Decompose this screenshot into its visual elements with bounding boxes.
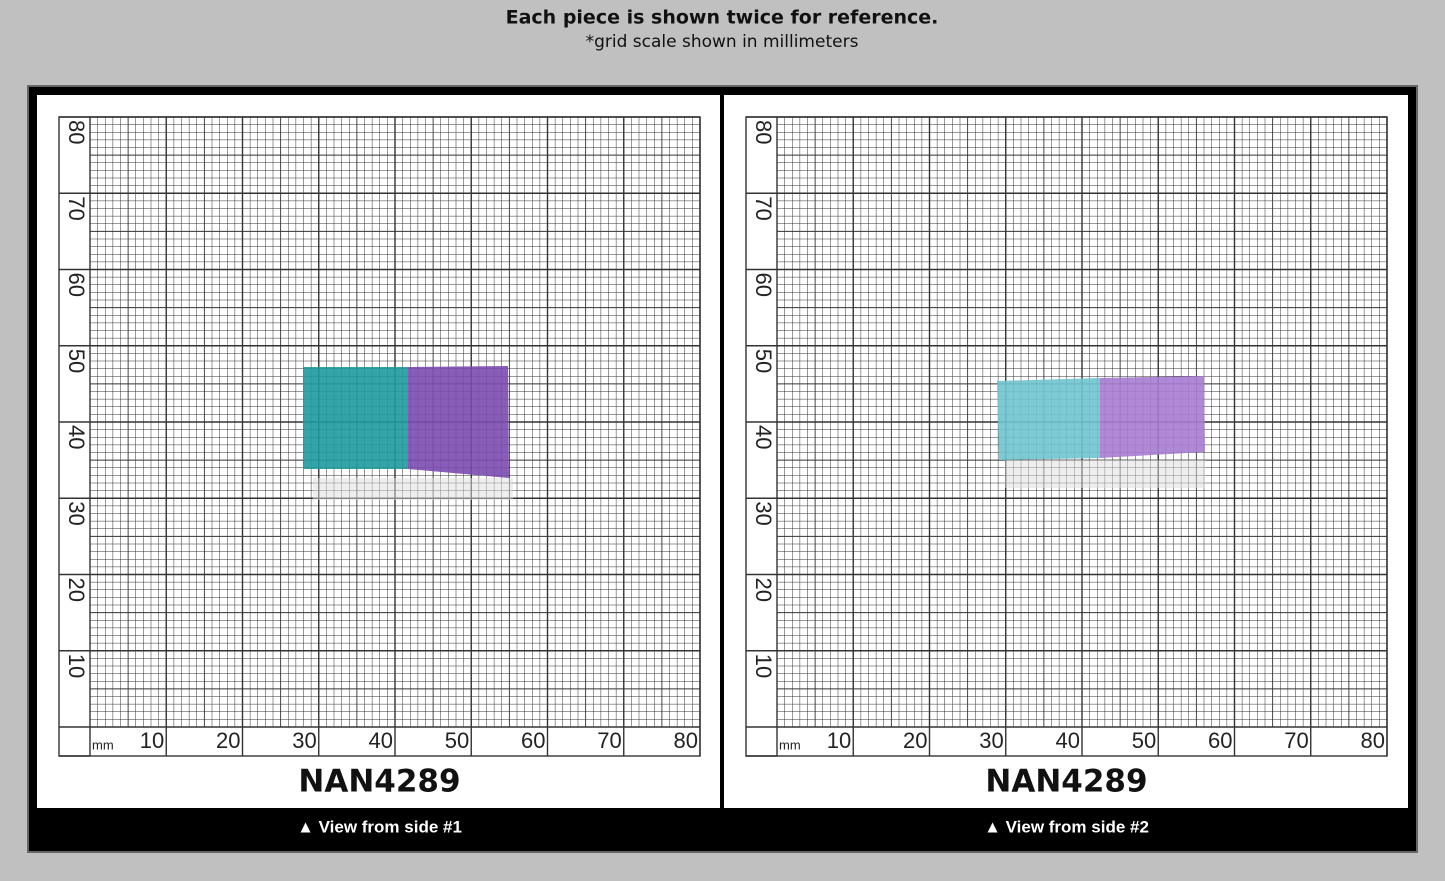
grid-border [745, 116, 1388, 757]
unit-label: mm [779, 737, 801, 752]
x-scale-label: 30 [292, 728, 316, 753]
piece-photo [303, 366, 513, 500]
piece-purple [1100, 376, 1205, 458]
title: Each piece is shown twice for reference. [506, 7, 939, 29]
x-scale-label: 10 [827, 728, 851, 753]
x-scale-label: 50 [1132, 728, 1156, 753]
y-scale-label: 30 [751, 501, 776, 525]
x-scale-label: 20 [903, 728, 927, 753]
y-scale-label: 50 [751, 349, 776, 373]
unit-label: mm [92, 737, 114, 752]
x-scale-label: 30 [979, 728, 1003, 753]
x-scale-label: 80 [1361, 728, 1385, 753]
y-scale-label: 20 [751, 578, 776, 602]
y-scale-label: 70 [751, 196, 776, 220]
y-scale-label: 10 [751, 654, 776, 678]
piece-label: NAN4289 [298, 764, 460, 800]
y-scale-label: 40 [751, 425, 776, 449]
x-scale-label: 80 [674, 728, 698, 753]
caption: ▲ View from side #1 [297, 817, 462, 836]
y-scale-label: 30 [64, 501, 89, 525]
y-scale-label: 40 [64, 425, 89, 449]
x-scale-label: 40 [369, 728, 393, 753]
y-scale-label: 50 [64, 349, 89, 373]
y-scale-label: 70 [64, 196, 89, 220]
y-scale-label: 60 [751, 273, 776, 297]
x-scale-label: 60 [1208, 728, 1232, 753]
x-scale-label: 70 [1284, 728, 1308, 753]
piece-photo [997, 376, 1205, 488]
x-scale-label: 40 [1056, 728, 1080, 753]
y-scale-label: 80 [64, 120, 89, 144]
x-scale-label: 10 [140, 728, 164, 753]
y-scale-label: 10 [64, 654, 89, 678]
shadow [1005, 460, 1205, 488]
piece-purple [408, 366, 509, 478]
grid: mm 10 20 30 40 50 60 70 80 10 20 30 40 50 60 70 80 [745, 116, 1388, 757]
y-scale-label: 60 [64, 273, 89, 297]
y-scale-label: 80 [751, 120, 776, 144]
piece-label: NAN4289 [985, 764, 1147, 800]
x-scale-label: 20 [216, 728, 240, 753]
caption: ▲ View from side #2 [984, 817, 1149, 836]
piece-teal [303, 367, 408, 469]
x-scale-label: 70 [597, 728, 621, 753]
shadow [313, 478, 513, 500]
piece-teal [997, 378, 1100, 460]
x-scale-label: 60 [521, 728, 545, 753]
y-scale-label: 20 [64, 578, 89, 602]
x-scale-label: 50 [445, 728, 469, 753]
subtitle: *grid scale shown in millimeters [586, 32, 859, 52]
grid-border [58, 116, 701, 757]
